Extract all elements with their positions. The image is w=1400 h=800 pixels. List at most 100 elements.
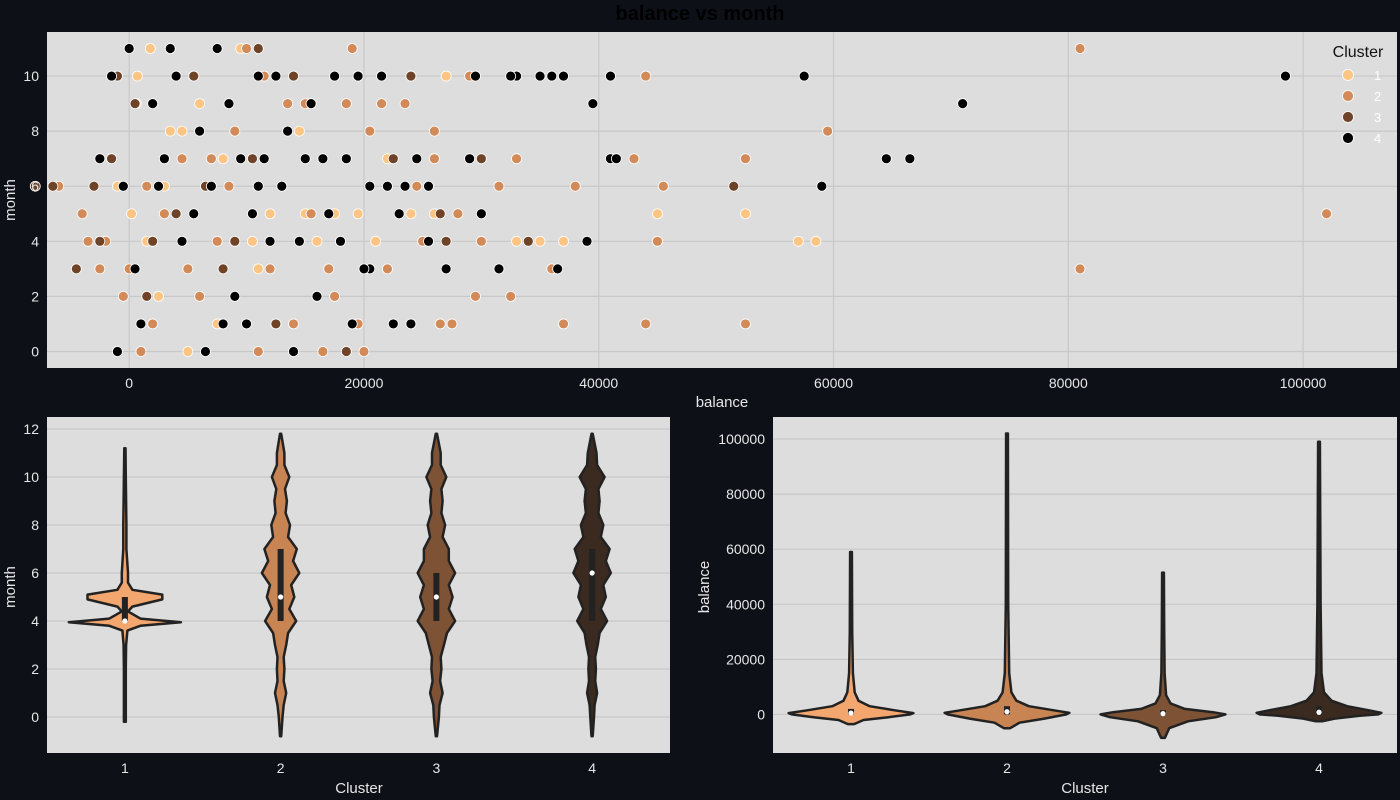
scatter-point-cluster-1 — [440, 70, 452, 82]
scatter-point-cluster-4 — [223, 98, 235, 110]
scatter-point-cluster-1 — [126, 208, 137, 220]
violin-month-x-axis-label: Cluster — [335, 780, 383, 797]
scatter-point-cluster-4 — [170, 70, 182, 82]
violin-balance-median-dot-cluster-4 — [1316, 709, 1322, 715]
scatter-point-cluster-3 — [129, 98, 141, 110]
violin-month-y-tick-label: 10 — [23, 469, 39, 485]
scatter-point-cluster-4 — [276, 180, 288, 192]
scatter-point-cluster-2 — [399, 98, 411, 110]
scatter-point-cluster-4 — [247, 208, 258, 220]
violin-balance-y-tick-label: 20000 — [726, 651, 765, 667]
scatter-point-cluster-2 — [364, 125, 376, 137]
scatter-point-cluster-2 — [640, 318, 652, 330]
scatter-point-cluster-4 — [164, 43, 176, 54]
violin-month-x-tick-label: 2 — [277, 760, 285, 776]
scatter-point-cluster-2 — [141, 180, 153, 192]
scatter-point-cluster-2 — [346, 43, 358, 54]
scatter-point-cluster-1 — [144, 43, 156, 54]
violin-balance-violin-cluster-3 — [1099, 571, 1227, 740]
scatter-point-cluster-4 — [335, 235, 346, 247]
scatter-point-cluster-4 — [147, 98, 159, 110]
scatter-point-cluster-3 — [170, 208, 182, 220]
scatter-point-cluster-3 — [141, 290, 153, 302]
chart-title: balance vs month — [616, 3, 785, 25]
scatter-point-cluster-3 — [252, 43, 264, 54]
scatter-point-cluster-4 — [158, 153, 170, 165]
scatter-point-cluster-2 — [158, 208, 170, 220]
scatter-point-cluster-4 — [605, 70, 616, 82]
violin-balance-x-tick-label: 3 — [1159, 760, 1167, 776]
scatter-point-cluster-2 — [628, 153, 640, 165]
scatter-point-cluster-2 — [305, 208, 317, 220]
scatter-point-cluster-2 — [229, 125, 241, 137]
scatter-point-cluster-1 — [311, 235, 323, 247]
scatter-point-cluster-4 — [288, 346, 299, 357]
scatter-point-cluster-4 — [423, 235, 434, 247]
scatter-point-cluster-4 — [376, 70, 387, 82]
scatter-point-cluster-2 — [329, 290, 341, 302]
scatter-x-tick-label: 20000 — [344, 375, 383, 391]
scatter-point-cluster-2 — [194, 290, 206, 302]
scatter-point-cluster-4 — [317, 153, 329, 165]
scatter-point-cluster-4 — [252, 70, 264, 82]
scatter-point-cluster-3 — [387, 153, 399, 165]
scatter-point-cluster-2 — [452, 208, 464, 220]
scatter-point-cluster-1 — [252, 263, 264, 275]
scatter-y-tick-label: 6 — [31, 178, 39, 194]
legend-label-cluster-3: 3 — [1374, 110, 1381, 125]
scatter-x-tick-label: 40000 — [579, 375, 618, 391]
scatter-point-cluster-4 — [329, 70, 341, 82]
scatter-points — [29, 43, 1332, 357]
scatter-point-cluster-4 — [558, 70, 569, 82]
scatter-point-cluster-4 — [194, 125, 206, 137]
violin-month-median-dot-cluster-3 — [433, 594, 439, 600]
scatter-point-cluster-3 — [247, 153, 258, 165]
scatter-point-cluster-2 — [1321, 208, 1332, 220]
scatter-point-cluster-2 — [340, 98, 352, 110]
scatter-point-cluster-2 — [558, 318, 569, 330]
violin-month-y-tick-label: 6 — [31, 565, 39, 581]
scatter-point-cluster-3 — [188, 70, 200, 82]
scatter-point-cluster-4 — [440, 263, 452, 275]
scatter-point-cluster-2 — [117, 290, 129, 302]
scatter-point-cluster-2 — [446, 318, 458, 330]
violin-month-y-tick-label: 8 — [31, 517, 39, 533]
scatter-point-cluster-2 — [94, 263, 106, 275]
scatter-point-cluster-4 — [293, 235, 305, 247]
scatter-point-cluster-4 — [264, 235, 276, 247]
scatter-point-cluster-4 — [957, 98, 969, 110]
scatter-point-cluster-2 — [82, 235, 94, 247]
scatter-point-cluster-3 — [340, 346, 352, 357]
scatter-point-cluster-4 — [323, 208, 335, 220]
scatter-y-tick-labels: 0 2 4 6 8 10 — [23, 68, 39, 359]
scatter-point-cluster-2 — [176, 153, 188, 165]
scatter-point-cluster-2 — [1074, 263, 1086, 275]
scatter-point-cluster-4 — [470, 70, 481, 82]
violin-balance-x-tick-label: 2 — [1003, 760, 1011, 776]
violin-balance-violin-cluster-4 — [1255, 440, 1383, 723]
scatter-point-cluster-1 — [247, 235, 258, 247]
violin-balance-x-tick-label: 4 — [1315, 760, 1323, 776]
scatter-y-tick-label: 0 — [31, 343, 39, 359]
violin-month-y-tick-label: 4 — [31, 613, 39, 629]
scatter-point-cluster-2 — [640, 70, 652, 82]
scatter-point-cluster-1 — [534, 235, 546, 247]
scatter-point-cluster-4 — [364, 180, 376, 192]
scatter-point-cluster-2 — [569, 180, 581, 192]
scatter-point-cluster-4 — [205, 180, 217, 192]
scatter-point-cluster-2 — [147, 318, 159, 330]
scatter-point-cluster-2 — [493, 180, 505, 192]
scatter-point-cluster-2 — [241, 43, 252, 54]
violin-month-median-dot-cluster-2 — [278, 594, 284, 600]
scatter-point-cluster-3 — [405, 70, 417, 82]
scatter-point-cluster-3 — [522, 235, 534, 247]
scatter-point-cluster-4 — [229, 290, 241, 302]
violin-month-y-tick-label: 2 — [31, 661, 39, 677]
scatter-point-cluster-3 — [29, 180, 41, 192]
legend-label-cluster-4: 4 — [1374, 131, 1381, 146]
scatter-point-cluster-3 — [475, 153, 487, 165]
scatter-chart: 0 20000 40000 60000 80000 100000 0 2 4 6 8 10 bala… — [2, 3, 1397, 411]
scatter-point-cluster-4 — [382, 180, 393, 192]
scatter-point-cluster-3 — [88, 180, 100, 192]
